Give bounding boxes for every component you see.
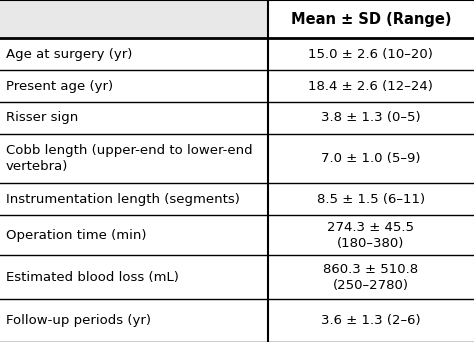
Text: 8.5 ± 1.5 (6–11): 8.5 ± 1.5 (6–11): [317, 193, 425, 206]
Text: Present age (yr): Present age (yr): [6, 79, 113, 93]
Text: 3.6 ± 1.3 (2–6): 3.6 ± 1.3 (2–6): [321, 314, 421, 327]
Bar: [268, 0, 474, 38]
Bar: [0, 183, 474, 215]
Text: 18.4 ± 2.6 (12–24): 18.4 ± 2.6 (12–24): [309, 79, 433, 93]
Text: Risser sign: Risser sign: [6, 111, 78, 124]
Text: 860.3 ± 510.8
(250–2780): 860.3 ± 510.8 (250–2780): [323, 263, 419, 292]
Text: Age at surgery (yr): Age at surgery (yr): [6, 48, 132, 61]
Text: 274.3 ± 45.5
(180–380): 274.3 ± 45.5 (180–380): [328, 221, 414, 250]
Bar: [0, 299, 474, 342]
Bar: [0, 255, 474, 299]
Bar: [0, 102, 474, 134]
Bar: [0, 70, 474, 102]
Text: 3.8 ± 1.3 (0–5): 3.8 ± 1.3 (0–5): [321, 111, 421, 124]
Text: Estimated blood loss (mL): Estimated blood loss (mL): [6, 271, 179, 284]
Bar: [0, 0, 268, 38]
Text: Cobb length (upper-end to lower-end
vertebra): Cobb length (upper-end to lower-end vert…: [6, 144, 252, 173]
Text: Operation time (min): Operation time (min): [6, 229, 146, 242]
Text: Mean ± SD (Range): Mean ± SD (Range): [291, 12, 451, 27]
Bar: [0, 38, 474, 70]
Text: Instrumentation length (segments): Instrumentation length (segments): [6, 193, 239, 206]
Bar: [0, 134, 474, 183]
Text: 15.0 ± 2.6 (10–20): 15.0 ± 2.6 (10–20): [309, 48, 433, 61]
Text: Follow-up periods (yr): Follow-up periods (yr): [6, 314, 151, 327]
Bar: [0, 215, 474, 255]
Text: 7.0 ± 1.0 (5–9): 7.0 ± 1.0 (5–9): [321, 152, 420, 165]
